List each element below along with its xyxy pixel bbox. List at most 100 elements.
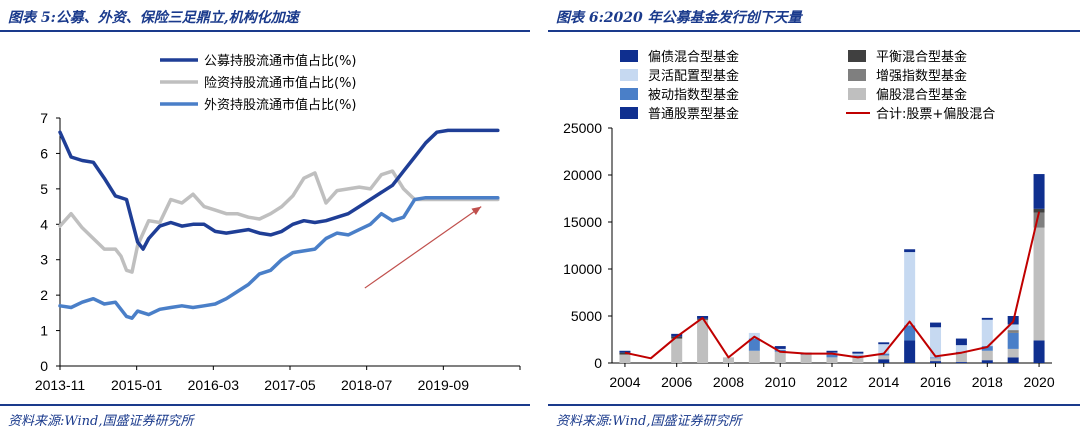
bar-segment: [722, 357, 734, 363]
legend-swatch: [620, 69, 638, 81]
bar-segment: [904, 340, 916, 363]
bar-segment: [1007, 348, 1019, 358]
x-tick-label: 2010: [765, 374, 796, 390]
source-divider: [548, 404, 1080, 406]
bar-segment: [748, 350, 760, 363]
bar-segment: [1007, 332, 1019, 349]
bar-segment: [826, 357, 838, 363]
total-line: [624, 211, 1041, 360]
x-tick-label: 2012: [816, 374, 847, 390]
bar-segment: [930, 358, 942, 362]
legend-label: 险资持股流通市值占比(%): [204, 75, 357, 91]
legend-swatch: [620, 107, 638, 119]
stacked-bar-chart-fund-issuance: 0 5000 10000 15000 20000 25000 2004 2006 2008 201…: [563, 49, 1055, 390]
bar-segment: [774, 346, 786, 349]
legend-label: 增强指数型基金: [876, 68, 967, 84]
y-tick-label: 15000: [563, 214, 602, 230]
y-tick-label: 5000: [571, 308, 602, 324]
legend-label: 偏股混合型基金: [876, 87, 967, 103]
bar-segment: [1033, 174, 1045, 209]
trend-arrow: [364, 206, 482, 289]
y-tick-label: 2: [40, 287, 48, 303]
bar-segment: [1033, 340, 1045, 363]
bar-segment: [981, 346, 993, 351]
y-tick-label: 0: [594, 355, 602, 371]
bar-segment: [955, 345, 967, 352]
bar-segment: [774, 348, 786, 350]
title-divider: [0, 30, 530, 32]
series-line: [58, 128, 500, 251]
bar-segment: [878, 344, 890, 354]
y-tick-label: 20000: [563, 167, 602, 183]
y-tick-label: 4: [40, 216, 48, 232]
legend-label: 公募持股流通市值占比(%): [204, 53, 357, 69]
y-tick-label: 5: [40, 181, 48, 197]
series-line: [58, 195, 500, 320]
bar-segment: [930, 357, 942, 359]
bar-segment: [1007, 330, 1019, 333]
x-tick-label: 2006: [661, 374, 692, 390]
bar-segment: [671, 338, 683, 363]
x-tick-label: 2014: [868, 374, 899, 390]
x-tick-label: 2008: [713, 374, 744, 390]
bar-segment: [878, 342, 890, 345]
legend-label: 合计:股票+偏股混合: [876, 107, 995, 122]
bar-segment: [904, 252, 916, 326]
x-tick-label: 2017-05: [264, 377, 316, 393]
legend-label: 平衡混合型基金: [876, 49, 967, 65]
y-tick-label: 7: [40, 110, 48, 126]
y-tick-label: 25000: [563, 120, 602, 136]
bar-segment: [955, 352, 967, 363]
legend-swatch: [848, 88, 866, 100]
y-tick-label: 0: [40, 358, 48, 374]
bar-segment: [852, 351, 864, 354]
bar-segment: [981, 317, 993, 320]
legend-label: 外资持股流通市值占比(%): [204, 97, 357, 113]
x-tick-label: 2016-03: [188, 377, 240, 393]
x-tick-label: 2020: [1023, 374, 1054, 390]
x-tick-label: 2013-11: [35, 377, 86, 393]
legend-label: 普通股票型基金: [648, 106, 739, 122]
legend-swatch: [848, 69, 866, 81]
bar-segment: [981, 350, 993, 361]
y-tick-label: 6: [40, 145, 48, 161]
legend-label: 偏债混合型基金: [648, 49, 739, 65]
bar-segment: [852, 353, 864, 356]
chart-title-left: 图表 5:公募、外资、保险三足鼎立,机构化加速: [8, 10, 299, 26]
title-divider: [548, 30, 1080, 32]
bar-segment: [878, 359, 890, 363]
x-tick-label: 2018-07: [341, 377, 393, 393]
legend-label: 灵活配置型基金: [648, 68, 739, 84]
x-tick-label: 2015-01: [111, 377, 163, 393]
bar-segment: [955, 338, 967, 346]
bar-segment: [671, 333, 683, 337]
bar-segment: [1033, 212, 1045, 228]
bar-segment: [981, 360, 993, 363]
bar-segment: [748, 338, 760, 351]
x-tick-label: 2019-09: [418, 377, 470, 393]
source-note-left: 资料来源:Wind,国盛证券研究所: [8, 414, 194, 429]
line-chart-ownership: 0 1 2 3 4 5 6 7 2013-11 2015-01 2016-03 2017-05 2018…: [35, 53, 521, 393]
x-tick-label: 2004: [609, 374, 640, 390]
bar-segment: [1007, 324, 1019, 331]
bar-segment: [930, 322, 942, 328]
bar-segment: [619, 354, 631, 363]
bar-segment: [955, 362, 967, 363]
left-chart-panel: 图表 5:公募、外资、保险三足鼎立,机构化加速 0 1 2 3 4 5 6 7 2013-11 2…: [0, 0, 530, 436]
legend-label: 被动指数型基金: [648, 87, 739, 103]
y-tick-label: 10000: [563, 261, 602, 277]
chart-title-right: 图表 6:2020 年公募基金发行创下天量: [556, 10, 802, 26]
x-tick-label: 2016: [920, 374, 951, 390]
trend-arrow-head: [471, 206, 482, 216]
bar-segment: [697, 319, 709, 363]
legend-swatch: [620, 88, 638, 100]
bar-segment: [826, 350, 838, 353]
source-divider: [0, 404, 530, 406]
bar-segment: [1033, 227, 1045, 341]
y-tick-label: 1: [40, 323, 48, 339]
bar-segment: [878, 355, 890, 360]
bar-segment: [930, 361, 942, 363]
bar-segment: [619, 350, 631, 353]
bar-segment: [981, 319, 993, 347]
source-note-right: 资料来源:Wind,国盛证券研究所: [556, 414, 742, 429]
